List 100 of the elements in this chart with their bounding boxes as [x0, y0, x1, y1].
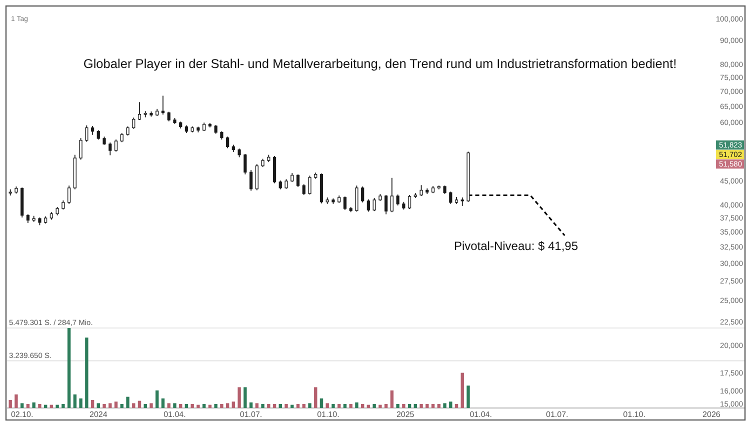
candlestick	[167, 111, 170, 122]
bar	[32, 402, 36, 408]
candlestick	[384, 194, 388, 215]
annotation: Pivotal-Niveau: $ 41,95	[454, 239, 578, 253]
bar	[202, 404, 206, 408]
bar	[267, 404, 270, 408]
bar	[108, 403, 112, 408]
candlestick	[244, 154, 247, 175]
bar	[308, 403, 312, 408]
candlestick	[249, 170, 253, 192]
x-tick-label: 02.10.	[10, 410, 34, 419]
x-tick-label: 01.07.	[546, 410, 568, 419]
candlestick	[449, 191, 452, 204]
bar	[449, 402, 452, 408]
bar	[390, 390, 394, 408]
bar	[73, 394, 77, 408]
bar	[338, 404, 341, 408]
bar	[272, 404, 276, 408]
candlestick	[226, 136, 230, 149]
candlestick	[114, 139, 118, 152]
candlestick	[408, 194, 412, 210]
candlestick	[302, 184, 306, 196]
bar	[414, 404, 418, 408]
bar	[144, 404, 147, 408]
bar	[8, 400, 12, 408]
candlestick	[132, 117, 136, 130]
bar	[332, 404, 335, 408]
bar	[431, 404, 435, 408]
bar	[150, 403, 153, 408]
bar	[396, 404, 400, 408]
bar	[20, 403, 24, 408]
bar	[184, 404, 188, 408]
bar	[96, 403, 100, 408]
bar	[255, 403, 259, 408]
bar	[138, 400, 142, 408]
candlestick	[120, 132, 124, 143]
candlestick	[390, 177, 394, 213]
candlestick	[296, 174, 300, 188]
bar	[320, 398, 324, 408]
bar	[284, 404, 288, 408]
bar	[14, 394, 18, 408]
bar	[220, 404, 224, 408]
bar	[126, 396, 130, 408]
bar	[466, 386, 470, 408]
bar	[454, 404, 458, 408]
bar	[114, 402, 118, 408]
candlestick	[79, 138, 82, 160]
candlestick	[62, 200, 65, 210]
candlestick	[361, 186, 364, 203]
bar	[85, 338, 88, 408]
bar	[343, 404, 347, 408]
bar	[62, 404, 65, 408]
candlestick	[396, 194, 400, 206]
bar	[443, 403, 446, 408]
bar	[402, 404, 406, 408]
candlestick	[108, 142, 112, 156]
candlestick	[460, 196, 464, 206]
bar	[384, 404, 388, 408]
bar	[102, 404, 106, 408]
bar	[302, 404, 306, 408]
bar	[437, 404, 440, 408]
x-tick-label: 01.07.	[240, 410, 262, 419]
candlestick	[284, 178, 288, 190]
bar	[232, 402, 236, 408]
candlestick	[85, 124, 88, 142]
bar	[226, 403, 230, 408]
candlestick	[372, 197, 376, 212]
x-tick-label: 01.04.	[470, 410, 492, 419]
bar	[426, 404, 429, 408]
x-tick-label: 2024	[90, 410, 108, 419]
bar	[56, 404, 59, 408]
candlestick	[255, 164, 258, 191]
bar	[349, 404, 352, 408]
x-tick-label: 2025	[396, 410, 415, 419]
candlestick	[126, 126, 130, 136]
candlestick	[138, 102, 142, 120]
bar	[196, 404, 200, 408]
candlestick	[420, 184, 423, 196]
candlestick	[308, 175, 312, 195]
bar	[214, 404, 218, 408]
bar	[326, 403, 329, 408]
bar	[167, 403, 170, 408]
bar	[296, 404, 300, 408]
bar	[420, 404, 423, 408]
bar	[67, 328, 71, 408]
bar	[460, 372, 464, 408]
bar	[408, 404, 412, 408]
x-tick-label: 01.04.	[164, 410, 186, 419]
candlestick	[96, 130, 100, 140]
x-tick-label: 01.10.	[317, 410, 340, 419]
x-tick-label: 2026	[702, 410, 721, 419]
bar	[132, 403, 136, 408]
bar	[372, 404, 376, 408]
bar	[120, 404, 124, 408]
bar	[360, 404, 364, 408]
text: Globaler Player in der Stahl- und Metallverarbeitung, den Trend rund um Industrietransformation bedient!	[83, 56, 677, 71]
bar	[90, 400, 94, 408]
bar	[355, 402, 358, 408]
bar	[314, 387, 318, 408]
bar	[179, 404, 182, 408]
